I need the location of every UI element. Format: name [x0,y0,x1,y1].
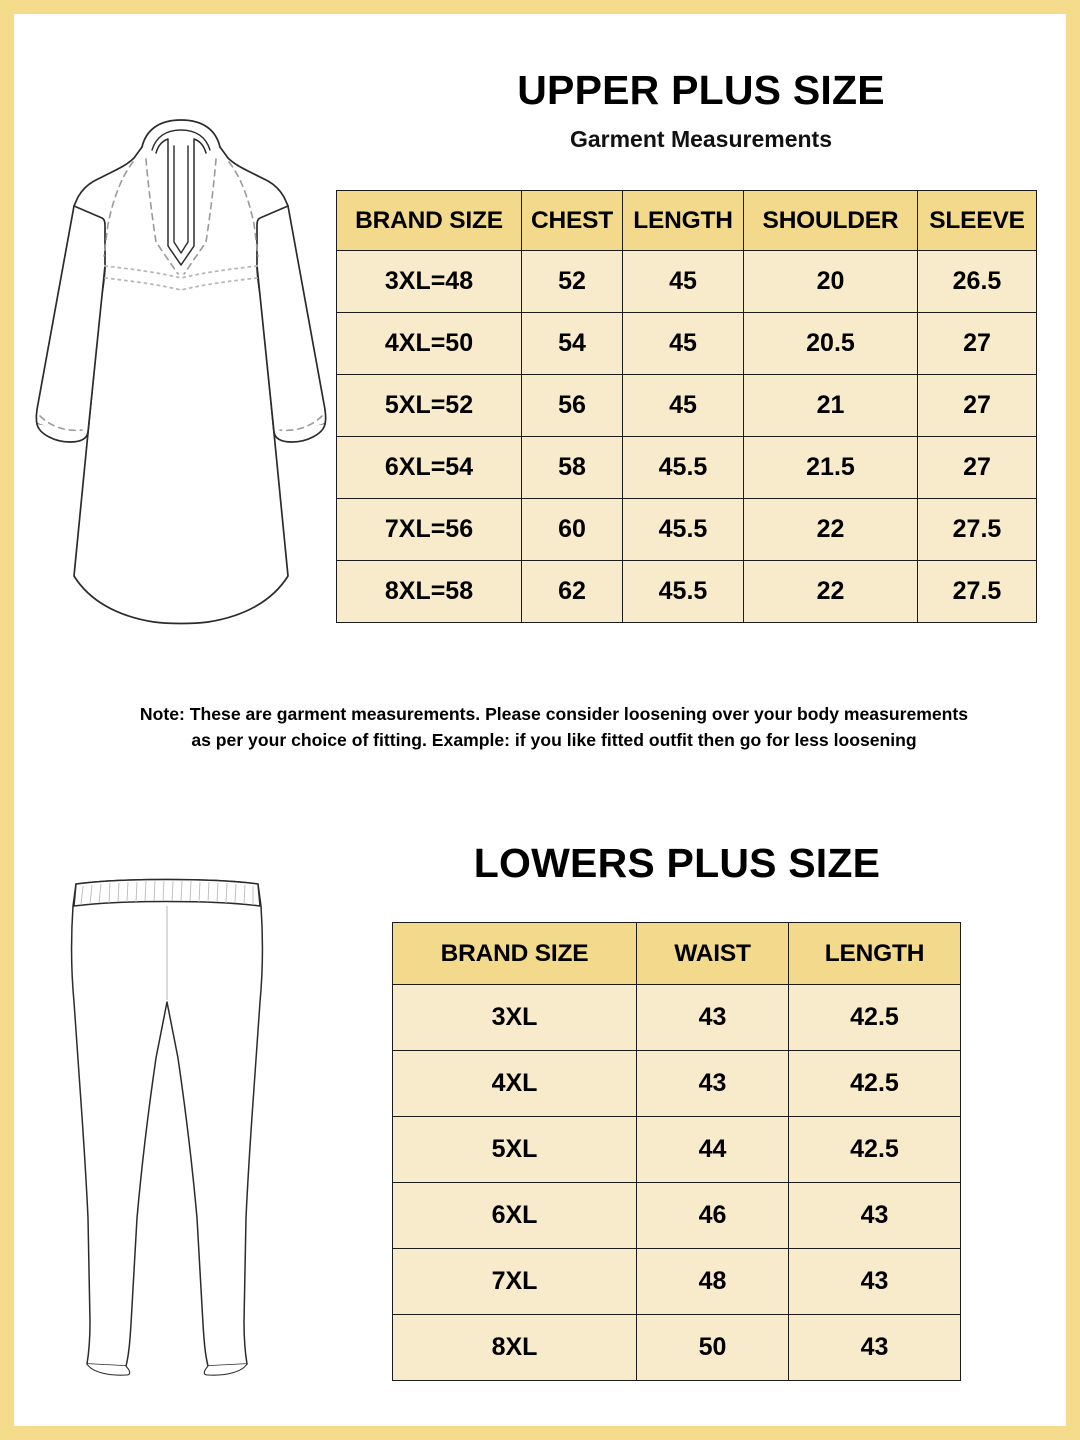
table-header-row: BRAND SIZE WAIST LENGTH [392,922,961,985]
column-header-chest: CHEST [521,190,623,251]
lowers-size-table: BRAND SIZE WAIST LENGTH 3XL 43 42.5 4XL … [392,922,961,1381]
column-header-shoulder: SHOULDER [743,190,918,251]
cell-length: 45.5 [622,560,744,623]
page-subtitle-upper: Garment Measurements [569,126,833,153]
note-line-1: Note: These are garment measurements. Pl… [139,704,969,724]
cell-sleeve: 27 [917,436,1037,499]
table-row: 8XL=58 62 45.5 22 27.5 [336,560,1037,623]
column-header-length: LENGTH [622,190,744,251]
cell-shoulder: 22 [743,560,918,623]
cell-chest: 54 [521,312,623,375]
cell-length: 45 [622,374,744,437]
cell-length: 42.5 [788,984,961,1051]
cell-waist: 43 [636,1050,789,1117]
cell-length: 45.5 [622,436,744,499]
cell-sleeve: 27 [917,374,1037,437]
table-row: 7XL=56 60 45.5 22 27.5 [336,498,1037,561]
cell-length: 43 [788,1182,961,1249]
cell-shoulder: 21.5 [743,436,918,499]
table-row: 6XL=54 58 45.5 21.5 27 [336,436,1037,499]
column-header-length: LENGTH [788,922,961,985]
cell-chest: 62 [521,560,623,623]
cell-brand-size: 6XL=54 [336,436,522,499]
cell-shoulder: 20 [743,250,918,313]
cell-chest: 60 [521,498,623,561]
cell-brand-size: 3XL=48 [336,250,522,313]
upper-size-table: BRAND SIZE CHEST LENGTH SHOULDER SLEEVE … [336,190,1037,623]
cell-chest: 52 [521,250,623,313]
cell-length: 42.5 [788,1116,961,1183]
cell-sleeve: 27.5 [917,560,1037,623]
cell-waist: 46 [636,1182,789,1249]
table-row: 7XL 48 43 [392,1248,961,1315]
page-title-upper: UPPER PLUS SIZE [517,67,885,113]
cell-brand-size: 5XL [392,1116,637,1183]
cell-shoulder: 20.5 [743,312,918,375]
table-row: 8XL 50 43 [392,1314,961,1381]
lowers-plus-size-section: LOWERS PLUS SIZE BRAND SIZE WAIST LENGTH… [14,814,1066,1426]
table-header-row: BRAND SIZE CHEST LENGTH SHOULDER SLEEVE [336,190,1037,251]
table-row: 5XL=52 56 45 21 27 [336,374,1037,437]
column-header-brand-size: BRAND SIZE [336,190,522,251]
cell-sleeve: 27.5 [917,498,1037,561]
column-header-brand-size: BRAND SIZE [392,922,637,985]
cell-sleeve: 27 [917,312,1037,375]
table-row: 4XL=50 54 45 20.5 27 [336,312,1037,375]
table-row: 4XL 43 42.5 [392,1050,961,1117]
upper-plus-size-section: UPPER PLUS SIZE Garment Measurements BRA… [14,14,1066,759]
cell-shoulder: 22 [743,498,918,561]
table-row: 5XL 44 42.5 [392,1116,961,1183]
cell-waist: 50 [636,1314,789,1381]
cell-brand-size: 5XL=52 [336,374,522,437]
cell-brand-size: 7XL=56 [336,498,522,561]
upper-heading-block: UPPER PLUS SIZE Garment Measurements [336,67,1066,153]
cell-brand-size: 7XL [392,1248,637,1315]
lowers-heading-block: LOWERS PLUS SIZE [392,840,962,886]
table-row: 6XL 46 43 [392,1182,961,1249]
pant-illustration [42,862,292,1420]
cell-brand-size: 6XL [392,1182,637,1249]
cell-length: 45 [622,250,744,313]
cell-waist: 48 [636,1248,789,1315]
cell-brand-size: 4XL=50 [336,312,522,375]
table-row: 3XL=48 52 45 20 26.5 [336,250,1037,313]
cell-length: 43 [788,1248,961,1315]
cell-length: 45.5 [622,498,744,561]
kurta-illustration [16,106,346,666]
cell-waist: 43 [636,984,789,1051]
cell-brand-size: 8XL [392,1314,637,1381]
page-title-lowers: LOWERS PLUS SIZE [473,840,881,886]
cell-chest: 56 [521,374,623,437]
column-header-sleeve: SLEEVE [917,190,1037,251]
cell-length: 43 [788,1314,961,1381]
column-header-waist: WAIST [636,922,789,985]
cell-brand-size: 3XL [392,984,637,1051]
cell-sleeve: 26.5 [917,250,1037,313]
cell-length: 45 [622,312,744,375]
cell-length: 42.5 [788,1050,961,1117]
cell-brand-size: 8XL=58 [336,560,522,623]
note-line-2: as per your choice of fitting. Example: … [191,729,917,750]
cell-chest: 58 [521,436,623,499]
measurement-note: Note: These are garment measurements. Pl… [74,702,1034,753]
cell-shoulder: 21 [743,374,918,437]
table-row: 3XL 43 42.5 [392,984,961,1051]
cell-waist: 44 [636,1116,789,1183]
cell-brand-size: 4XL [392,1050,637,1117]
